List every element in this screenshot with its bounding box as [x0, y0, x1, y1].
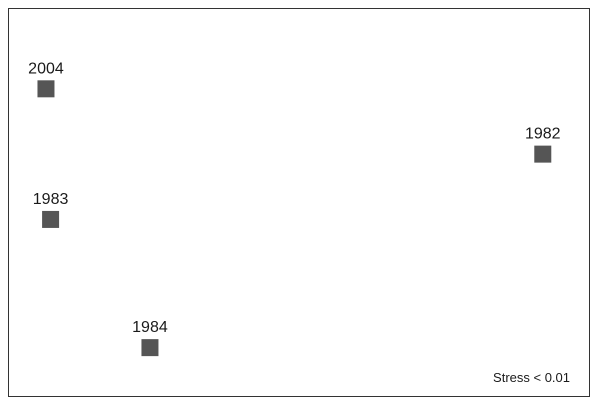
point-marker-1982	[534, 145, 552, 163]
point-marker-1984	[141, 339, 159, 357]
point-marker-1983	[42, 210, 60, 228]
point-marker-2004	[37, 80, 55, 98]
point-label-1982: 1982	[525, 126, 561, 143]
point-label-1984: 1984	[132, 319, 168, 336]
point-label-1983: 1983	[33, 191, 69, 208]
plot-frame	[8, 8, 590, 397]
point-label-2004: 2004	[28, 60, 64, 77]
stress-annotation: Stress < 0.01	[493, 370, 570, 385]
